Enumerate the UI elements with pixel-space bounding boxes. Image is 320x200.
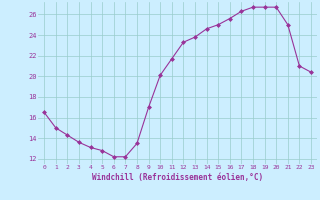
X-axis label: Windchill (Refroidissement éolien,°C): Windchill (Refroidissement éolien,°C): [92, 173, 263, 182]
